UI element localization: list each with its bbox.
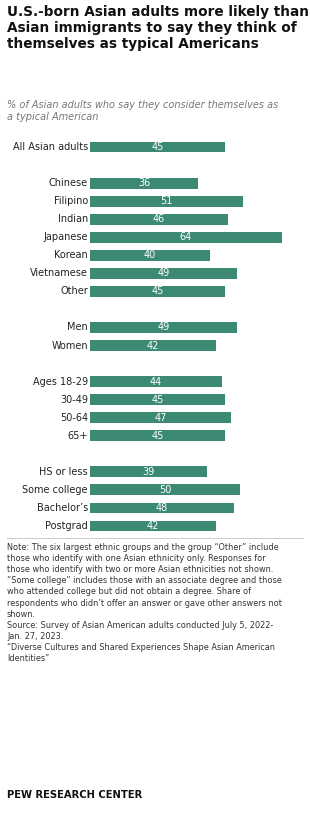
Text: 64: 64 [180,232,192,243]
Text: Other: Other [60,287,88,297]
Bar [90,520,216,531]
Text: 65+: 65+ [68,431,88,440]
Bar [90,141,225,153]
Text: 44: 44 [150,377,162,386]
Bar [90,340,216,351]
Text: 49: 49 [157,323,170,333]
Bar [90,250,210,261]
Text: Korean: Korean [54,250,88,261]
Bar [90,178,198,189]
Text: 39: 39 [142,467,155,477]
Text: 45: 45 [151,395,164,404]
Text: Filipino: Filipino [54,196,88,206]
Text: 47: 47 [154,413,167,422]
Text: 45: 45 [151,142,164,152]
Text: Japanese: Japanese [43,232,88,243]
Text: 45: 45 [151,431,164,440]
Bar [90,467,207,477]
Text: 46: 46 [153,214,165,224]
Bar [90,502,234,513]
Bar [90,286,225,297]
Bar [90,214,228,225]
Text: Ages 18-29: Ages 18-29 [33,377,88,386]
Text: Postgrad: Postgrad [45,521,88,531]
Bar [90,196,243,207]
Text: Bachelor’s: Bachelor’s [37,503,88,513]
Text: Vietnamese: Vietnamese [30,268,88,279]
Text: All Asian adults: All Asian adults [13,142,88,152]
Text: 50-64: 50-64 [60,413,88,422]
Text: U.S.-born Asian adults more likely than
Asian immigrants to say they think of
th: U.S.-born Asian adults more likely than … [7,5,309,51]
Text: 49: 49 [157,268,170,279]
Text: 45: 45 [151,287,164,297]
Bar [90,484,240,495]
Bar [90,268,237,279]
Text: 30-49: 30-49 [60,395,88,404]
Bar [90,431,225,441]
Text: Indian: Indian [58,214,88,224]
Text: 42: 42 [147,521,159,531]
Bar [90,413,231,423]
Bar [90,395,225,405]
Text: 50: 50 [159,484,171,495]
Text: 36: 36 [138,178,150,188]
Bar [90,376,222,387]
Text: 42: 42 [147,341,159,350]
Text: 40: 40 [144,250,156,261]
Text: Men: Men [67,323,88,333]
Text: PEW RESEARCH CENTER: PEW RESEARCH CENTER [7,790,142,800]
Text: % of Asian adults who say they consider themselves as
a typical American: % of Asian adults who say they consider … [7,100,278,123]
Text: Chinese: Chinese [49,178,88,188]
Text: Note: The six largest ethnic groups and the group “Other” include
those who iden: Note: The six largest ethnic groups and … [7,543,282,663]
Bar [90,232,282,243]
Bar [90,322,237,333]
Text: 48: 48 [156,503,168,513]
Text: 51: 51 [160,196,173,206]
Text: Women: Women [51,341,88,350]
Text: HS or less: HS or less [39,467,88,477]
Text: Some college: Some college [23,484,88,495]
